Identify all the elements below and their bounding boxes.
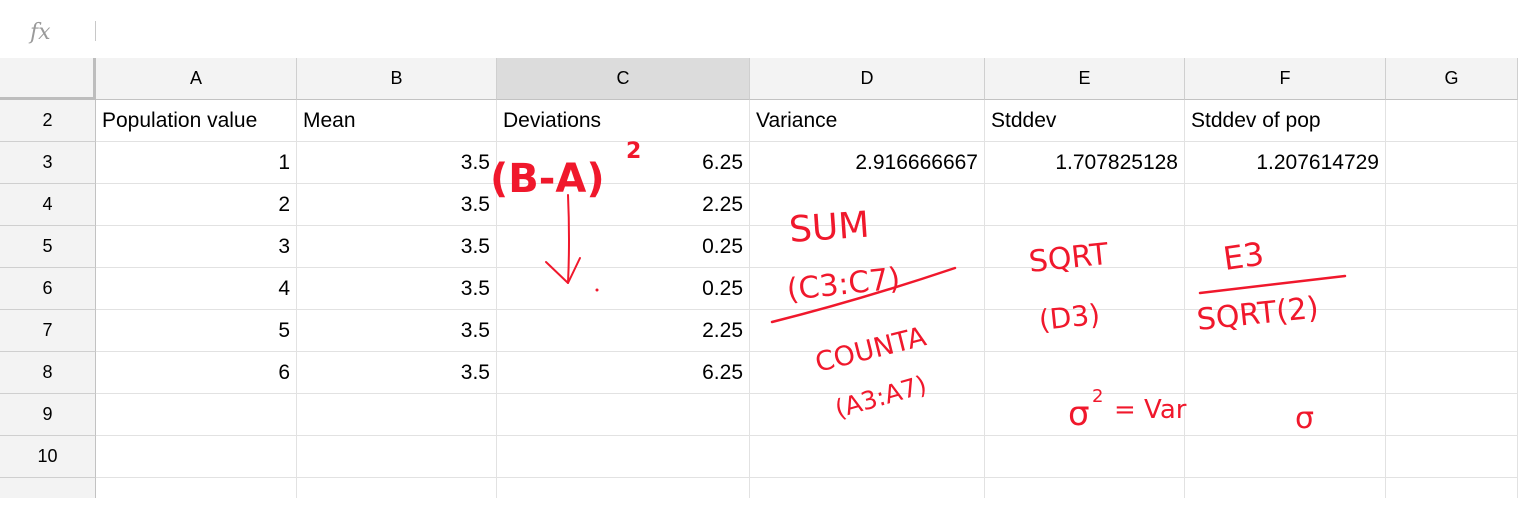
cell-d7[interactable] xyxy=(750,310,985,352)
cell-f3[interactable]: 1.207614729 xyxy=(1185,142,1386,184)
cell-c6[interactable]: 0.25 xyxy=(497,268,750,310)
cell-partial xyxy=(750,478,985,498)
cell-c3[interactable]: 6.25 xyxy=(497,142,750,184)
cell-d4[interactable] xyxy=(750,184,985,226)
cell-d3[interactable]: 2.916666667 xyxy=(750,142,985,184)
cell-partial xyxy=(1185,478,1386,498)
cell-f8[interactable] xyxy=(1185,352,1386,394)
cell-b3[interactable]: 3.5 xyxy=(297,142,497,184)
cell-partial xyxy=(985,478,1185,498)
column-header-d[interactable]: D xyxy=(750,58,985,100)
cell-a9[interactable] xyxy=(96,394,297,436)
cell-e9[interactable] xyxy=(985,394,1185,436)
row-header[interactable]: 7 xyxy=(0,310,96,352)
cell-d9[interactable] xyxy=(750,394,985,436)
fx-icon: fx xyxy=(30,20,51,45)
row-header[interactable]: 4 xyxy=(0,184,96,226)
row-header[interactable]: 9 xyxy=(0,394,96,436)
cell-b7[interactable]: 3.5 xyxy=(297,310,497,352)
cell-e6[interactable] xyxy=(985,268,1185,310)
cell-partial xyxy=(1386,478,1518,498)
cell-e8[interactable] xyxy=(985,352,1185,394)
cell-g8[interactable] xyxy=(1386,352,1518,394)
cell-c2[interactable]: Deviations xyxy=(497,100,750,142)
cell-c10[interactable] xyxy=(497,436,750,478)
cell-a7[interactable]: 5 xyxy=(96,310,297,352)
cell-c8[interactable]: 6.25 xyxy=(497,352,750,394)
cell-f6[interactable] xyxy=(1185,268,1386,310)
column-header-c[interactable]: C xyxy=(497,58,750,100)
spreadsheet-grid: A B C D E F G 2 Population value Mean De… xyxy=(0,58,1518,498)
cell-b10[interactable] xyxy=(297,436,497,478)
select-all-corner[interactable] xyxy=(0,58,96,100)
formula-bar: fx xyxy=(0,0,1518,58)
cell-d5[interactable] xyxy=(750,226,985,268)
cell-g4[interactable] xyxy=(1386,184,1518,226)
cell-d6[interactable] xyxy=(750,268,985,310)
cell-f9[interactable] xyxy=(1185,394,1386,436)
cell-f10[interactable] xyxy=(1185,436,1386,478)
cell-partial xyxy=(297,478,497,498)
cell-b9[interactable] xyxy=(297,394,497,436)
cell-f7[interactable] xyxy=(1185,310,1386,352)
cell-b4[interactable]: 3.5 xyxy=(297,184,497,226)
cell-e3[interactable]: 1.707825128 xyxy=(985,142,1185,184)
cell-b2[interactable]: Mean xyxy=(297,100,497,142)
cell-f5[interactable] xyxy=(1185,226,1386,268)
formula-bar-divider xyxy=(95,21,96,41)
cell-c7[interactable]: 2.25 xyxy=(497,310,750,352)
cell-e7[interactable] xyxy=(985,310,1185,352)
row-header[interactable]: 8 xyxy=(0,352,96,394)
cell-d10[interactable] xyxy=(750,436,985,478)
cell-a6[interactable]: 4 xyxy=(96,268,297,310)
cell-f4[interactable] xyxy=(1185,184,1386,226)
column-header-b[interactable]: B xyxy=(297,58,497,100)
cell-c9[interactable] xyxy=(497,394,750,436)
cell-a4[interactable]: 2 xyxy=(96,184,297,226)
cell-a8[interactable]: 6 xyxy=(96,352,297,394)
cell-d2[interactable]: Variance xyxy=(750,100,985,142)
row-header[interactable]: 5 xyxy=(0,226,96,268)
cell-partial xyxy=(96,478,297,498)
cell-b8[interactable]: 3.5 xyxy=(297,352,497,394)
cell-b5[interactable]: 3.5 xyxy=(297,226,497,268)
column-header-e[interactable]: E xyxy=(985,58,1185,100)
cell-c5[interactable]: 0.25 xyxy=(497,226,750,268)
cell-a10[interactable] xyxy=(96,436,297,478)
cell-a5[interactable]: 3 xyxy=(96,226,297,268)
column-header-g[interactable]: G xyxy=(1386,58,1518,100)
cell-g3[interactable] xyxy=(1386,142,1518,184)
column-header-f[interactable]: F xyxy=(1185,58,1386,100)
row-header[interactable]: 2 xyxy=(0,100,96,142)
cell-a3[interactable]: 1 xyxy=(96,142,297,184)
column-header-a[interactable]: A xyxy=(96,58,297,100)
cell-g5[interactable] xyxy=(1386,226,1518,268)
cell-a2[interactable]: Population value xyxy=(96,100,297,142)
cell-e2[interactable]: Stddev xyxy=(985,100,1185,142)
row-header-partial[interactable] xyxy=(0,478,96,498)
cell-partial xyxy=(497,478,750,498)
row-header[interactable]: 3 xyxy=(0,142,96,184)
cell-e5[interactable] xyxy=(985,226,1185,268)
cell-g2[interactable] xyxy=(1386,100,1518,142)
cell-g7[interactable] xyxy=(1386,310,1518,352)
cell-c4[interactable]: 2.25 xyxy=(497,184,750,226)
cell-g6[interactable] xyxy=(1386,268,1518,310)
cell-g10[interactable] xyxy=(1386,436,1518,478)
row-header[interactable]: 6 xyxy=(0,268,96,310)
cell-e4[interactable] xyxy=(985,184,1185,226)
cell-e10[interactable] xyxy=(985,436,1185,478)
cell-f2[interactable]: Stddev of pop xyxy=(1185,100,1386,142)
cell-d8[interactable] xyxy=(750,352,985,394)
row-header[interactable]: 10 xyxy=(0,436,96,478)
cell-g9[interactable] xyxy=(1386,394,1518,436)
cell-b6[interactable]: 3.5 xyxy=(297,268,497,310)
